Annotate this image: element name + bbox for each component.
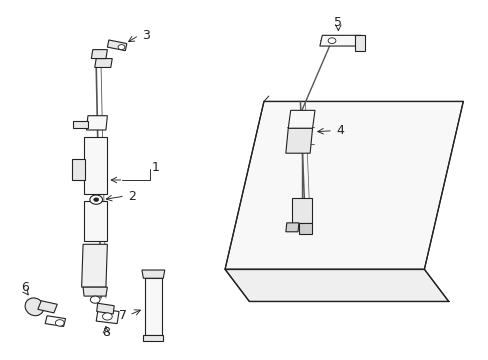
Ellipse shape [25,298,44,316]
Text: 3: 3 [142,29,150,42]
Polygon shape [144,278,162,336]
Polygon shape [81,244,107,287]
Polygon shape [287,111,314,128]
Circle shape [94,198,99,202]
Polygon shape [95,59,112,67]
Polygon shape [72,158,85,180]
Circle shape [90,296,100,303]
Polygon shape [96,309,119,324]
Polygon shape [319,35,361,46]
Text: 1: 1 [152,161,160,174]
Text: 5: 5 [334,16,342,29]
Circle shape [327,38,335,44]
Polygon shape [86,116,107,130]
Polygon shape [38,301,57,313]
Polygon shape [91,50,107,59]
Polygon shape [45,316,65,327]
Circle shape [55,320,64,326]
Polygon shape [142,270,164,278]
Polygon shape [291,198,311,223]
Polygon shape [97,303,114,314]
Polygon shape [224,102,462,269]
Polygon shape [285,128,312,153]
Circle shape [90,195,102,204]
Circle shape [102,313,112,320]
Polygon shape [84,202,107,241]
Text: 2: 2 [127,190,135,203]
Text: 8: 8 [102,327,110,339]
Polygon shape [107,40,126,51]
Text: 6: 6 [21,282,29,294]
Polygon shape [285,223,298,232]
Polygon shape [143,335,163,342]
Polygon shape [73,121,88,128]
Text: 4: 4 [335,124,343,137]
Polygon shape [355,35,365,51]
Polygon shape [224,269,448,301]
Text: 7: 7 [119,309,126,322]
Polygon shape [83,287,107,296]
Polygon shape [84,137,107,194]
Circle shape [118,45,124,50]
Polygon shape [298,223,311,234]
